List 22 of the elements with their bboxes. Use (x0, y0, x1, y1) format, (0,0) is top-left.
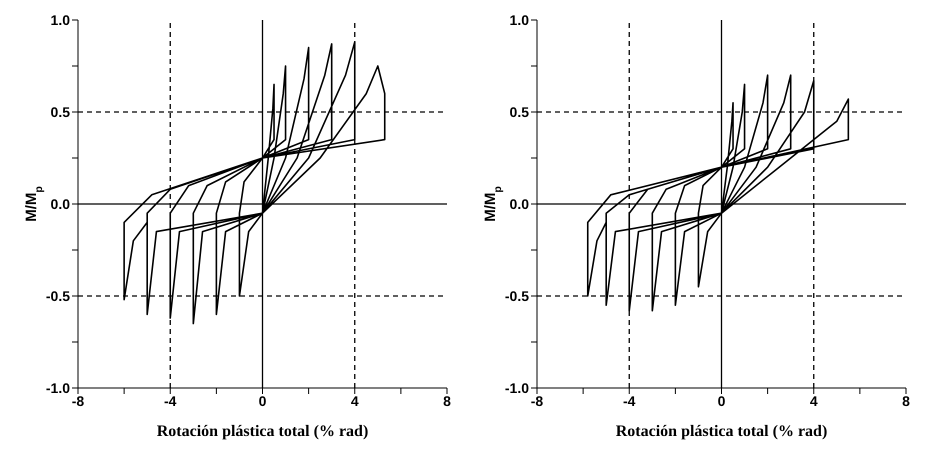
y-tick-label: -1.0 (504, 380, 530, 396)
y-tick-label: -0.5 (46, 288, 70, 304)
x-axis-title: Rotación plástica total (% rad) (616, 423, 828, 440)
y-tick-label: 1.0 (510, 12, 530, 28)
x-tick-label: 4 (810, 392, 818, 409)
x-tick-label: 4 (350, 392, 359, 409)
x-axis-title: Rotación plástica total (% rad) (156, 423, 368, 440)
y-tick-label: 0.0 (510, 196, 530, 212)
x-tick-label: -8 (530, 392, 544, 409)
y-tick-label: 0.5 (510, 104, 530, 120)
x-tick-label: -8 (72, 392, 84, 409)
y-tick-label: -0.5 (504, 288, 530, 304)
y-tick-label: -1.0 (46, 380, 70, 396)
x-tick-label: 0 (258, 392, 267, 409)
x-tick-label: -4 (164, 392, 177, 409)
x-tick-label: 0 (718, 392, 726, 409)
y-tick-label: 0.0 (50, 196, 70, 212)
x-tick-label: 8 (902, 392, 910, 409)
y-tick-label: 0.5 (50, 104, 70, 120)
y-tick-label: 1.0 (50, 12, 70, 28)
x-tick-label: -4 (623, 392, 636, 409)
x-tick-label: 8 (443, 392, 452, 409)
